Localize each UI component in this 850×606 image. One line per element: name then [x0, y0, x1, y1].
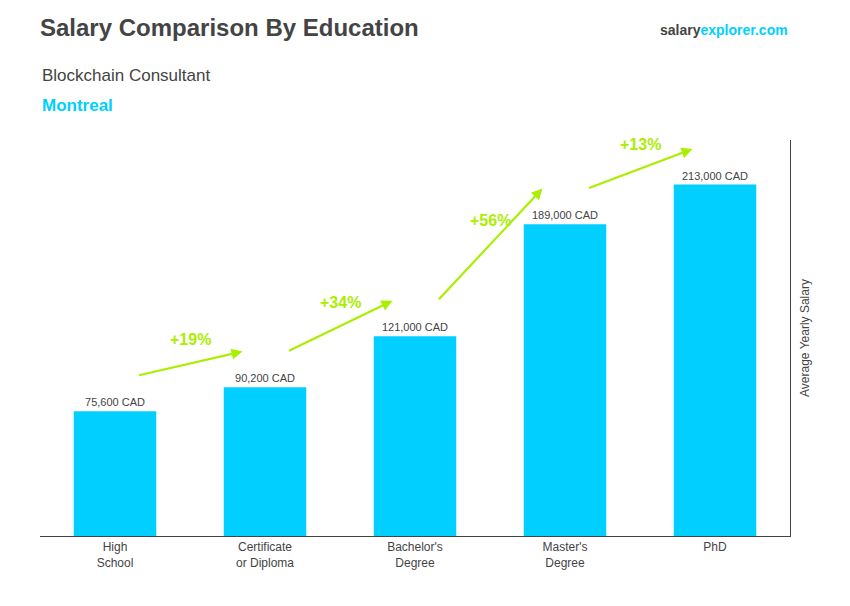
svg-text:+13%: +13% — [620, 136, 661, 153]
svg-text:Average Yearly Salary: Average Yearly Salary — [798, 279, 812, 397]
svg-text:Blockchain Consultant: Blockchain Consultant — [42, 66, 210, 85]
svg-text:189,000 CAD: 189,000 CAD — [532, 209, 598, 221]
svg-text:Bachelor'sDegree: Bachelor'sDegree — [387, 540, 443, 570]
svg-text:Salary Comparison By Education: Salary Comparison By Education — [40, 14, 419, 41]
svg-text:HighSchool: HighSchool — [97, 540, 134, 570]
svg-text:213,000 CAD: 213,000 CAD — [682, 170, 748, 182]
svg-text:75,600 CAD: 75,600 CAD — [85, 396, 145, 408]
svg-text:PhD: PhD — [703, 540, 727, 554]
svg-text:Certificateor Diploma: Certificateor Diploma — [236, 540, 294, 570]
svg-text:+19%: +19% — [170, 331, 211, 348]
svg-text:+34%: +34% — [320, 294, 361, 311]
svg-text:121,000 CAD: 121,000 CAD — [382, 321, 448, 333]
svg-text:Master'sDegree: Master'sDegree — [543, 540, 588, 570]
svg-text:Montreal: Montreal — [42, 96, 113, 115]
svg-text:90,200 CAD: 90,200 CAD — [235, 372, 295, 384]
svg-text:+56%: +56% — [470, 212, 511, 229]
svg-text:salaryexplorer.com: salaryexplorer.com — [660, 22, 788, 38]
